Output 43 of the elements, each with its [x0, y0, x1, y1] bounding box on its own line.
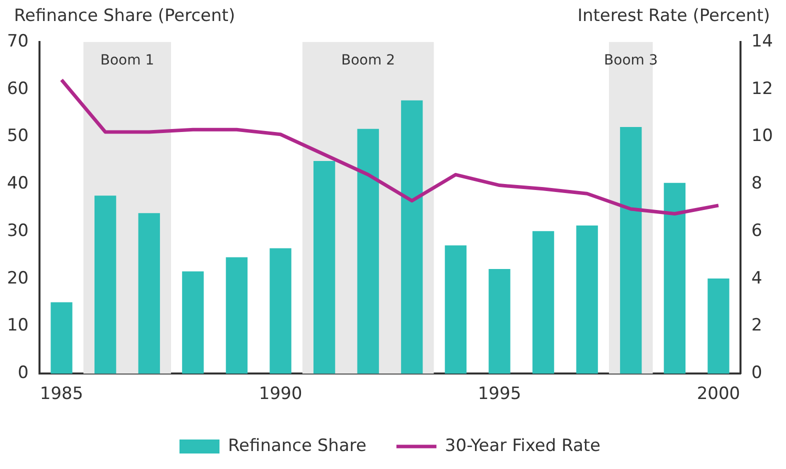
x-tick-label: 1995	[478, 384, 522, 404]
band-label: Boom 1	[100, 52, 154, 69]
y2-tick-label: 12	[751, 78, 774, 99]
y2-tick-label: 8	[751, 174, 762, 194]
x-tick-label: 2000	[696, 384, 740, 404]
y2-tick-label: 4	[751, 268, 762, 288]
y2-tick-label: 2	[751, 316, 762, 336]
y-axis-title: Refinance Share (Percent)	[14, 6, 236, 26]
y-tick-label: 10	[6, 316, 29, 336]
bar	[313, 161, 336, 374]
bar	[488, 269, 510, 374]
y2-tick-label: 0	[751, 363, 762, 384]
bar	[94, 196, 116, 374]
bar	[226, 257, 248, 374]
bar	[664, 182, 686, 374]
band-label: Boom 2	[341, 52, 395, 69]
y2-tick-label: 10	[751, 126, 774, 146]
y2-axis-title: Interest Rate (Percent)	[577, 6, 770, 26]
x-tick-label: 1985	[40, 384, 84, 404]
legend-label: 30-Year Fixed Rate	[444, 436, 601, 456]
bar	[576, 225, 598, 374]
bar	[182, 271, 204, 374]
y2-tick-label: 6	[751, 220, 762, 241]
y-tick-label: 0	[18, 363, 29, 384]
y-tick-label: 40	[6, 174, 29, 194]
bar	[708, 278, 730, 374]
bar	[270, 248, 292, 374]
bar	[620, 126, 642, 374]
y-tick-label: 60	[6, 78, 29, 99]
bar	[444, 245, 467, 374]
bar	[50, 302, 72, 374]
y-tick-label: 30	[6, 220, 29, 241]
band-label: Boom 3	[604, 52, 658, 69]
y-tick-label: 20	[6, 268, 29, 288]
bar	[401, 100, 423, 374]
y2-tick-label: 14	[751, 31, 774, 52]
y-tick-label: 50	[6, 126, 29, 146]
bar	[138, 213, 160, 374]
y-tick-label: 70	[6, 31, 29, 52]
bar	[532, 231, 554, 374]
x-tick-label: 1990	[258, 384, 302, 404]
legend-label: Refinance Share	[228, 436, 366, 456]
bar	[357, 128, 379, 374]
